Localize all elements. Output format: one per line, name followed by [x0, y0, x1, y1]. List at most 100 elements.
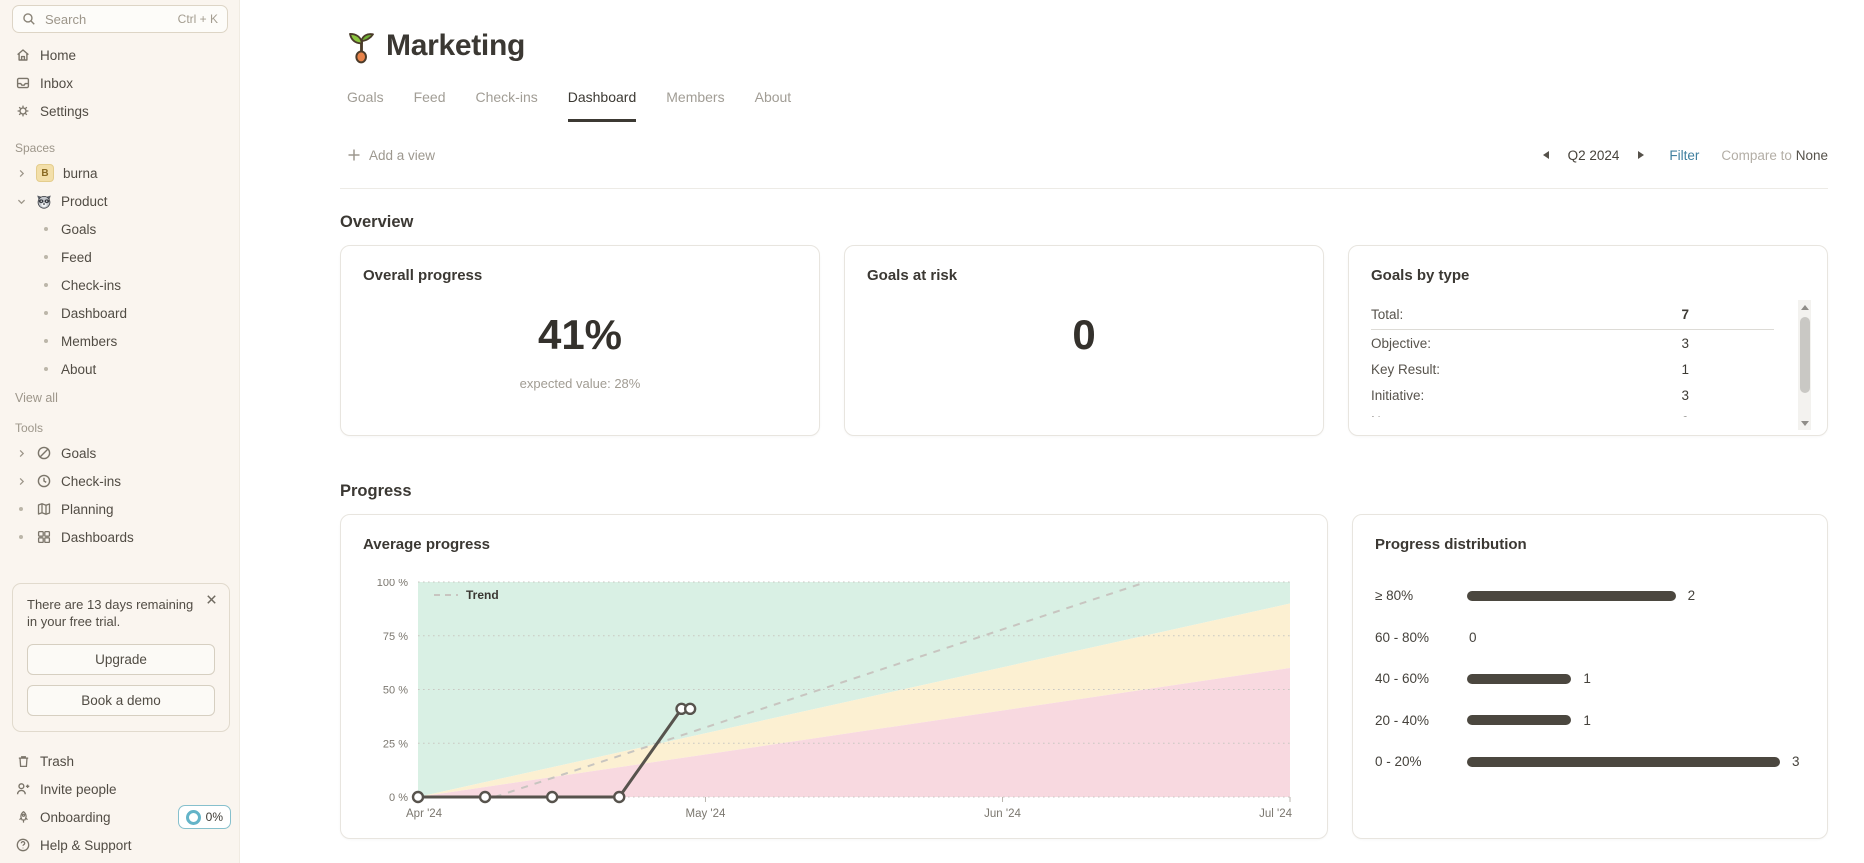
help-icon	[15, 837, 31, 853]
sidebar-item-label: Home	[40, 47, 77, 63]
upgrade-button[interactable]: Upgrade	[27, 644, 215, 675]
sidebar-item-settings[interactable]: Settings	[0, 97, 239, 125]
tab-about[interactable]: About	[754, 89, 792, 105]
compare-label: Compare to	[1721, 147, 1792, 163]
overall-progress-value: 41%	[537, 311, 623, 358]
sidebar-item-invite-people[interactable]: Invite people	[0, 775, 240, 803]
view-all-link[interactable]: View all	[15, 391, 58, 405]
previous-period-icon[interactable]	[1540, 149, 1552, 161]
card-title: Goals by type	[1371, 267, 1470, 284]
add-view-button[interactable]: Add a view	[347, 148, 435, 163]
filter-button[interactable]: Filter	[1669, 147, 1700, 163]
distribution-bar	[1467, 673, 1572, 684]
seedling-icon	[344, 29, 379, 64]
bullet-icon	[40, 367, 52, 371]
sidebar-item-help-support[interactable]: Help & Support	[0, 831, 240, 859]
row-value: 7	[1681, 306, 1689, 322]
chevron-right-icon[interactable]	[15, 475, 27, 487]
row-value: 1	[1681, 361, 1689, 377]
distribution-bucket-label: 40 - 60%	[1375, 671, 1430, 687]
tab-goals[interactable]: Goals	[347, 89, 384, 105]
distribution-bar	[1467, 756, 1780, 767]
onboarding-progress-badge[interactable]: 0%	[177, 805, 231, 829]
svg-text:25 %: 25 %	[383, 738, 408, 750]
sidebar: Ctrl + K Home Inbox Settings Spaces B bu…	[0, 0, 240, 863]
overview-cards: Overall progress 41% expected value: 28%…	[340, 245, 1828, 436]
progress-distribution-card: Progress distribution ≥ 80% 2 60 - 80% 0 40 …	[1352, 514, 1828, 839]
progress-ring-icon	[185, 809, 201, 825]
sidebar-product-goals[interactable]: Goals	[0, 215, 239, 243]
book-demo-button[interactable]: Book a demo	[27, 685, 215, 716]
distribution-row: 0 - 20% 3	[1375, 741, 1805, 783]
plus-icon	[347, 148, 361, 162]
search-input[interactable]	[43, 10, 171, 28]
svg-text:Jun '24: Jun '24	[984, 808, 1021, 820]
sidebar-tool-goals[interactable]: Goals	[0, 439, 239, 467]
chevron-right-icon[interactable]	[15, 167, 27, 179]
next-period-icon[interactable]	[1635, 149, 1647, 161]
average-progress-chart: 0 % 25 % 50 % 75 % 100 % Apr '24 May '24 Jun '2…	[377, 579, 1293, 820]
scrollbar[interactable]	[1798, 300, 1811, 430]
sidebar-tool-planning[interactable]: Planning	[0, 495, 239, 523]
table-row: Initiative: 3	[1371, 382, 1774, 408]
svg-text:Trend: Trend	[466, 588, 499, 602]
goals-by-type-list: Total: 7 Objective: 3 Key Result: 1 Initiat…	[1371, 299, 1774, 417]
sidebar-product-members[interactable]: Members	[0, 327, 239, 355]
child-label: Dashboard	[61, 305, 128, 321]
child-label: Members	[61, 333, 118, 349]
scrollbar-thumb[interactable]	[1799, 317, 1810, 393]
sidebar-tool-dashboards[interactable]: Dashboards	[0, 523, 239, 551]
search-box[interactable]: Ctrl + K	[12, 5, 228, 33]
sidebar-footer: Trash Invite people Onboarding 0% Help &…	[0, 747, 240, 859]
close-icon[interactable]	[205, 593, 219, 607]
main-content: Marketing Goals Feed Check-ins Dashboard…	[240, 0, 1864, 863]
period-label[interactable]: Q2 2024	[1567, 147, 1620, 163]
sidebar-tool-checkins[interactable]: Check-ins	[0, 467, 239, 495]
row-value: 0	[1681, 414, 1689, 418]
chevron-right-icon[interactable]	[15, 447, 27, 459]
tab-checkins[interactable]: Check-ins	[475, 89, 538, 105]
child-label: Feed	[61, 249, 92, 265]
overall-progress-card: Overall progress 41% expected value: 28%	[340, 245, 820, 436]
sidebar-item-home[interactable]: Home	[0, 41, 239, 69]
sidebar-item-trash[interactable]: Trash	[0, 747, 240, 775]
svg-text:Jul '24: Jul '24	[1259, 808, 1292, 820]
distribution-bar	[1467, 590, 1676, 601]
compass-icon	[36, 445, 52, 461]
raccoon-emoji-icon	[36, 193, 52, 209]
svg-text:May '24: May '24	[686, 808, 727, 820]
page-header: Marketing	[344, 24, 1828, 68]
sidebar-item-inbox[interactable]: Inbox	[0, 69, 239, 97]
expected-value-label: expected value: 28%	[519, 376, 641, 391]
tool-label: Check-ins	[61, 473, 122, 489]
compare-selector[interactable]: Compare to None	[1721, 148, 1828, 163]
scroll-up-icon[interactable]	[1798, 300, 1811, 314]
sidebar-item-onboarding[interactable]: Onboarding 0%	[0, 803, 240, 831]
sidebar-product-dashboard[interactable]: Dashboard	[0, 299, 239, 327]
toolbar-right: Q2 2024 Filter Compare to None	[1540, 148, 1828, 163]
table-row: No type: 0	[1371, 408, 1774, 418]
chevron-down-icon[interactable]	[15, 195, 27, 207]
tab-dashboard[interactable]: Dashboard	[567, 89, 637, 122]
scroll-down-icon[interactable]	[1798, 416, 1811, 430]
sidebar-product-about[interactable]: About	[0, 355, 239, 383]
distribution-value: 2	[1687, 588, 1696, 604]
sidebar-space-burna[interactable]: B burna	[0, 159, 239, 187]
grid-icon	[36, 529, 52, 545]
trial-message: There are 13 days remaining in your free…	[27, 597, 194, 629]
sidebar-product-feed[interactable]: Feed	[0, 243, 239, 271]
bullet-icon	[40, 311, 52, 315]
search-shortcut: Ctrl + K	[177, 12, 218, 26]
tab-feed[interactable]: Feed	[413, 89, 446, 105]
tab-members[interactable]: Members	[666, 89, 725, 105]
table-row: Objective: 3	[1371, 330, 1774, 356]
svg-text:75 %: 75 %	[383, 631, 408, 643]
sidebar-product-checkins[interactable]: Check-ins	[0, 271, 239, 299]
bullet-icon	[15, 535, 27, 539]
sidebar-item-label: Inbox	[40, 75, 74, 91]
distribution-bucket-label: 60 - 80%	[1375, 629, 1430, 645]
sidebar-space-product[interactable]: Product	[0, 187, 239, 215]
bullet-icon	[40, 283, 52, 287]
row-label: Initiative:	[1371, 387, 1425, 403]
